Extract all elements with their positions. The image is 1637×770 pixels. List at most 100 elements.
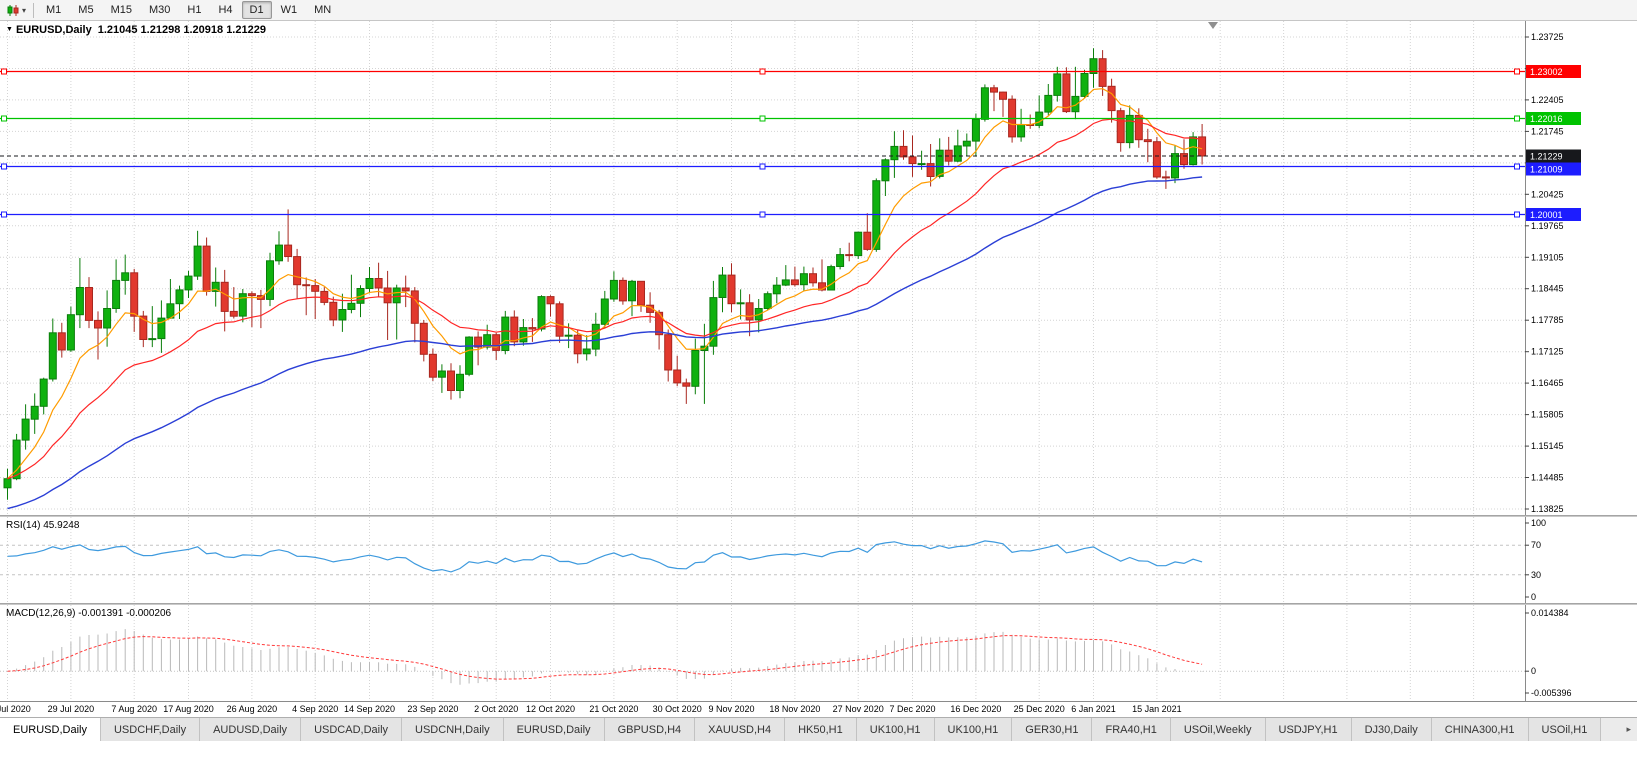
- price-line-label: 1.23002: [1526, 65, 1581, 78]
- svg-text:1.13825: 1.13825: [1531, 504, 1564, 514]
- chart-tab-audusd-daily[interactable]: AUDUSD,Daily: [200, 718, 302, 741]
- svg-text:1.18445: 1.18445: [1531, 284, 1564, 294]
- chart-tab-dj30-daily[interactable]: DJ30,Daily: [1351, 718, 1432, 741]
- time-axis-label: 15 Jan 2021: [1132, 704, 1182, 714]
- time-axis-label: 30 Oct 2020: [652, 704, 702, 714]
- svg-text:100: 100: [1531, 518, 1546, 528]
- svg-text:-0.005396: -0.005396: [1531, 688, 1572, 698]
- timeframe-button-w1[interactable]: W1: [280, 4, 298, 16]
- ma-slow-line: [7, 176, 1203, 510]
- ma-medium-line: [7, 118, 1203, 480]
- chart-tab-fra40-h1[interactable]: FRA40,H1: [1092, 718, 1171, 741]
- chart-tab-usdcnh-daily[interactable]: USDCNH,Daily: [402, 718, 504, 741]
- svg-text:1.14485: 1.14485: [1531, 473, 1564, 483]
- price-chart-canvas[interactable]: 1.23725 1.22405 1.21745 1.20425 1.19765 1.191…: [0, 21, 1637, 515]
- horizontal-line[interactable]: [0, 68, 1525, 75]
- chart-tab-china300-h1[interactable]: CHINA300,H1: [1431, 718, 1529, 741]
- svg-text:1.21009: 1.21009: [1530, 165, 1563, 175]
- svg-text:1.21229: 1.21229: [1530, 152, 1563, 162]
- time-axis-label: 7 Aug 2020: [111, 704, 157, 714]
- price-line-label: 1.21009: [1526, 162, 1581, 176]
- horizontal-line[interactable]: [0, 211, 1525, 218]
- svg-text:1.16465: 1.16465: [1531, 378, 1564, 388]
- chart-tab-ger30-h1[interactable]: GER30,H1: [1012, 718, 1093, 741]
- svg-text:0.014384: 0.014384: [1531, 608, 1569, 618]
- timeframe-button-m30[interactable]: M30: [148, 4, 171, 16]
- time-axis-label: 12 Oct 2020: [525, 704, 576, 714]
- time-axis[interactable]: 20 Jul 2020 29 Jul 2020 7 Aug 2020 17 Aug 2…: [0, 701, 1637, 718]
- svg-text:1.19105: 1.19105: [1531, 252, 1564, 262]
- time-axis-label: 14 Sep 2020: [343, 704, 396, 714]
- chart-tab-xauusd-h4[interactable]: XAUUSD,H4: [695, 718, 786, 741]
- chart-tab-eurusd-daily[interactable]: EURUSD,Daily: [503, 718, 605, 741]
- chart-tab-usoil-weekly[interactable]: USOil,Weekly: [1170, 718, 1266, 741]
- time-axis-label: 23 Sep 2020: [407, 704, 459, 714]
- timeframe-button-m5[interactable]: M5: [78, 4, 94, 16]
- candles-layer: [3, 48, 1207, 500]
- svg-text:1.15805: 1.15805: [1531, 410, 1564, 420]
- horizontal-line[interactable]: [0, 163, 1525, 170]
- candlestick-chart-icon: [7, 4, 19, 16]
- time-axis-label: 6 Jan 2021: [1071, 704, 1116, 714]
- chart-tab-uk100-h1[interactable]: UK100,H1: [934, 718, 1013, 741]
- timeframe-button-mn[interactable]: MN: [314, 4, 332, 16]
- horizontal-line[interactable]: [0, 115, 1525, 122]
- pane-splitter-macd[interactable]: [0, 603, 1637, 605]
- chart-shift-marker[interactable]: [1208, 22, 1218, 29]
- rsi-canvas[interactable]: 100 70 30 0: [0, 517, 1637, 603]
- timeframe-button-h1[interactable]: H1: [187, 4, 202, 16]
- price-line-label: 1.21229: [1526, 149, 1581, 163]
- price-line-label: 1.20001: [1526, 208, 1581, 221]
- chart-tab-usoil-h1[interactable]: USOil,H1: [1528, 718, 1602, 741]
- svg-text:1.21745: 1.21745: [1531, 126, 1564, 136]
- time-axis-label: 4 Sep 2020: [292, 704, 339, 714]
- macd-signal-line: [7, 635, 1203, 680]
- time-axis-label: 27 Nov 2020: [832, 704, 884, 714]
- svg-text:1.22405: 1.22405: [1531, 95, 1564, 105]
- tab-scroll-right-button[interactable]: ▸: [1622, 718, 1635, 741]
- chart-tab-hk50-h1[interactable]: HK50,H1: [785, 718, 857, 741]
- bottom-strip: [0, 741, 1637, 770]
- time-axis-label: 29 Jul 2020: [47, 704, 95, 714]
- timeframe-button-m1[interactable]: M1: [46, 4, 62, 16]
- timeframe-button-m15[interactable]: M15: [110, 4, 132, 16]
- macd-canvas[interactable]: 0.014384 0 -0.005396: [0, 605, 1637, 701]
- time-axis-label: 26 Aug 2020: [226, 704, 278, 714]
- time-axis-label: 17 Aug 2020: [163, 704, 214, 714]
- timeframe-buttons: M1 M5 M15 M30 H1 H4 D1 W1 MN: [38, 1, 339, 19]
- chart-tabs-bar: EURUSD,Daily USDCHF,Daily AUDUSD,Daily USDC…: [0, 717, 1637, 741]
- chart-tab-gbpusd-h4[interactable]: GBPUSD,H4: [604, 718, 696, 741]
- time-axis-label: 16 Dec 2020: [950, 704, 1002, 714]
- chart-tab-usdchf-daily[interactable]: USDCHF,Daily: [100, 718, 201, 741]
- svg-text:1.15145: 1.15145: [1531, 441, 1564, 451]
- timeframe-button-d1[interactable]: D1: [241, 1, 272, 19]
- svg-text:1.20001: 1.20001: [1530, 210, 1563, 220]
- timeframe-button-h4[interactable]: H4: [218, 4, 233, 16]
- toolbar-separator: [33, 2, 35, 18]
- rsi-pane[interactable]: 100 70 30 0 RSI(14) 45.9248: [0, 517, 1637, 603]
- svg-text:70: 70: [1531, 540, 1541, 550]
- svg-text:1.19765: 1.19765: [1531, 221, 1564, 231]
- time-axis-label: 18 Nov 2020: [769, 704, 821, 714]
- timeframe-toolbar: ▾ M1 M5 M15 M30 H1 H4 D1 W1 MN: [0, 0, 1637, 21]
- time-axis-label: 9 Nov 2020: [708, 704, 755, 714]
- chart-window: 1.23725 1.22405 1.21745 1.20425 1.19765 1.191…: [0, 21, 1637, 718]
- svg-text:0: 0: [1531, 666, 1536, 676]
- chart-tab-usdjpy-h1[interactable]: USDJPY,H1: [1265, 718, 1352, 741]
- time-axis-label: 7 Dec 2020: [889, 704, 936, 714]
- pane-splitter-rsi[interactable]: [0, 515, 1637, 517]
- chevron-down-icon: ▾: [22, 5, 27, 15]
- price-pane[interactable]: 1.23725 1.22405 1.21745 1.20425 1.19765 1.191…: [0, 21, 1637, 515]
- chart-type-button[interactable]: ▾: [3, 3, 29, 18]
- macd-pane[interactable]: 0.014384 0 -0.005396 MACD(12,26,9) -0.0013…: [0, 605, 1637, 701]
- macd-histogram: [16, 629, 1203, 685]
- svg-text:1.20425: 1.20425: [1531, 189, 1564, 199]
- time-axis-label: 25 Dec 2020: [1013, 704, 1065, 714]
- chart-tab-uk100-h1[interactable]: UK100,H1: [856, 718, 935, 741]
- svg-text:1.22016: 1.22016: [1530, 114, 1563, 124]
- chart-tab-usdcad-daily[interactable]: USDCAD,Daily: [301, 718, 403, 741]
- chart-tab-eurusd-daily[interactable]: EURUSD,Daily: [0, 718, 101, 741]
- svg-text:30: 30: [1531, 570, 1541, 580]
- svg-text:1.17125: 1.17125: [1531, 347, 1564, 357]
